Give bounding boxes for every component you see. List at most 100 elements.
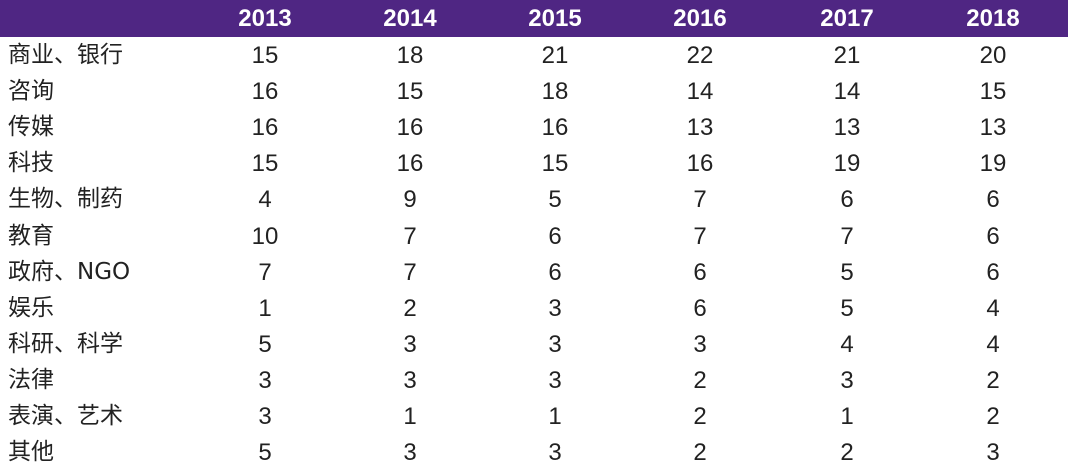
value-cell: 3 — [548, 366, 562, 394]
value-cell: 6 — [986, 186, 1000, 214]
value-cell: 5 — [258, 439, 272, 467]
value-cell: 6 — [693, 258, 707, 286]
value-cell: 2 — [693, 366, 707, 394]
value-cell: 21 — [833, 42, 861, 69]
table-row: 传媒 16 16 16 13 13 13 — [0, 109, 1068, 146]
value-cell: 4 — [258, 186, 272, 214]
value-cell: 15 — [979, 78, 1007, 106]
value-cell: 5 — [840, 258, 854, 286]
row-label: 传媒 — [8, 114, 54, 141]
value-cell: 3 — [403, 366, 417, 394]
value-cell: 3 — [548, 439, 562, 467]
table-row: 其他 5 3 3 2 2 3 — [0, 434, 1068, 471]
column-header-2018: 2018 — [966, 5, 1020, 32]
value-cell: 19 — [833, 150, 861, 178]
value-cell: 15 — [541, 150, 569, 178]
value-cell: 1 — [548, 403, 562, 430]
value-cell: 2 — [403, 294, 417, 322]
value-cell: 20 — [979, 42, 1007, 69]
value-cell: 7 — [403, 222, 417, 250]
table-row: 表演、艺术 3 1 1 2 1 2 — [0, 398, 1068, 435]
value-cell: 2 — [840, 439, 854, 467]
value-cell: 22 — [686, 42, 714, 69]
row-label: 教育 — [8, 222, 54, 249]
value-cell: 3 — [548, 294, 562, 322]
value-cell: 6 — [986, 222, 1000, 250]
column-header-2017: 2017 — [820, 5, 874, 32]
value-cell: 3 — [258, 366, 272, 394]
value-cell: 4 — [986, 294, 1000, 322]
value-cell: 7 — [840, 222, 854, 250]
value-cell: 2 — [693, 403, 707, 430]
value-cell: 6 — [693, 294, 707, 322]
table-row: 咨询 16 15 18 14 14 15 — [0, 73, 1068, 110]
row-label: 娱乐 — [8, 294, 54, 321]
table-row: 商业、银行 15 18 21 22 21 20 — [0, 37, 1068, 74]
value-cell: 5 — [840, 294, 854, 322]
column-header-2013: 2013 — [238, 5, 292, 32]
header-row: 2013 2014 2015 2016 2017 2018 — [0, 0, 1068, 37]
value-cell: 21 — [541, 42, 569, 69]
value-cell: 6 — [548, 258, 562, 286]
value-cell: 2 — [986, 366, 1000, 394]
row-label: 咨询 — [8, 78, 54, 105]
value-cell: 3 — [548, 330, 562, 358]
table-row: 法律 3 3 3 2 3 2 — [0, 362, 1068, 399]
value-cell: 18 — [541, 78, 569, 106]
column-header-2016: 2016 — [673, 5, 727, 32]
value-cell: 16 — [686, 150, 714, 178]
row-label: 法律 — [8, 366, 54, 393]
value-cell: 16 — [251, 114, 279, 142]
table-row: 教育 10 7 6 7 7 6 — [0, 218, 1068, 255]
table-row: 生物、制药 4 9 5 7 6 6 — [0, 181, 1068, 218]
value-cell: 1 — [258, 294, 272, 322]
value-cell: 6 — [548, 222, 562, 250]
row-label: 政府、NGO — [8, 258, 131, 285]
row-label: 科研、科学 — [8, 330, 123, 357]
value-cell: 15 — [251, 150, 279, 178]
value-cell: 5 — [258, 330, 272, 358]
table-row: 科技 15 16 15 16 19 19 — [0, 145, 1068, 182]
value-cell: 16 — [396, 114, 424, 142]
table-row: 政府、NGO 7 7 6 6 5 6 — [0, 254, 1068, 291]
value-cell: 9 — [403, 186, 417, 214]
value-cell: 13 — [979, 114, 1007, 142]
value-cell: 7 — [693, 222, 707, 250]
value-cell: 3 — [403, 439, 417, 467]
row-label: 生物、制药 — [8, 186, 123, 213]
value-cell: 14 — [833, 78, 861, 106]
row-label: 表演、艺术 — [8, 403, 123, 429]
value-cell: 16 — [396, 150, 424, 178]
value-cell: 14 — [686, 78, 714, 106]
value-cell: 2 — [693, 439, 707, 467]
table-row: 娱乐 1 2 3 6 5 4 — [0, 290, 1068, 327]
value-cell: 7 — [693, 186, 707, 214]
value-cell: 6 — [840, 186, 854, 214]
value-cell: 5 — [548, 186, 562, 214]
value-cell: 3 — [840, 366, 854, 394]
value-cell: 6 — [986, 258, 1000, 286]
value-cell: 3 — [258, 403, 272, 430]
column-header-2014: 2014 — [383, 5, 437, 32]
column-header-2015: 2015 — [528, 5, 582, 32]
value-cell: 19 — [979, 150, 1007, 178]
value-cell: 16 — [251, 78, 279, 106]
value-cell: 18 — [396, 42, 424, 69]
value-cell: 13 — [833, 114, 861, 142]
value-cell: 16 — [541, 114, 569, 142]
value-cell: 3 — [693, 330, 707, 358]
value-cell: 4 — [986, 330, 1000, 358]
table-row: 科研、科学 5 3 3 3 4 4 — [0, 326, 1068, 363]
row-label: 其他 — [8, 439, 54, 466]
value-cell: 1 — [840, 403, 854, 430]
value-cell: 10 — [251, 222, 279, 250]
value-cell: 2 — [986, 403, 1000, 430]
row-label: 科技 — [8, 150, 54, 177]
value-cell: 15 — [251, 42, 279, 69]
row-label: 商业、银行 — [8, 42, 123, 68]
value-cell: 7 — [258, 258, 272, 286]
value-cell: 7 — [403, 258, 417, 286]
value-cell: 4 — [840, 330, 854, 358]
value-cell: 15 — [396, 78, 424, 106]
